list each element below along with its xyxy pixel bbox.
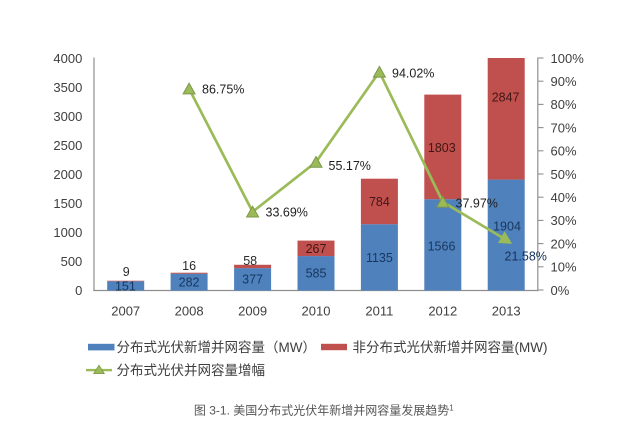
- svg-text:267: 267: [306, 242, 327, 256]
- svg-text:55.17%: 55.17%: [329, 159, 371, 173]
- svg-text:0%: 0%: [551, 283, 570, 298]
- svg-text:784: 784: [369, 195, 390, 209]
- svg-text:20%: 20%: [551, 236, 577, 251]
- svg-text:9: 9: [123, 265, 130, 279]
- svg-text:2000: 2000: [53, 167, 82, 182]
- svg-text:282: 282: [179, 276, 200, 290]
- svg-text:30%: 30%: [551, 213, 577, 228]
- svg-text:94.02%: 94.02%: [392, 66, 434, 80]
- svg-text:3000: 3000: [53, 109, 82, 124]
- svg-text:1566: 1566: [428, 239, 456, 253]
- svg-text:2500: 2500: [53, 138, 82, 153]
- svg-text:分布式光伏新增并网容量（MW）: 分布式光伏新增并网容量（MW）: [117, 339, 317, 355]
- svg-text:151: 151: [115, 280, 136, 294]
- svg-text:非分布式光伏新增并网容量(MW): 非分布式光伏新增并网容量(MW): [353, 339, 548, 355]
- svg-text:2013: 2013: [492, 304, 521, 319]
- svg-text:500: 500: [61, 254, 83, 269]
- svg-text:3500: 3500: [53, 80, 82, 95]
- svg-text:0: 0: [75, 283, 82, 298]
- svg-text:1000: 1000: [53, 225, 82, 240]
- svg-text:1904: 1904: [493, 220, 521, 234]
- svg-text:40%: 40%: [551, 190, 577, 205]
- svg-text:2011: 2011: [365, 304, 393, 319]
- svg-text:2847: 2847: [492, 90, 520, 104]
- svg-text:58: 58: [243, 254, 257, 268]
- svg-text:4000: 4000: [53, 51, 82, 66]
- svg-text:2008: 2008: [175, 304, 204, 319]
- svg-text:1500: 1500: [53, 196, 82, 211]
- svg-text:16: 16: [182, 259, 196, 273]
- svg-text:图 3-1. 美国分布式光伏年新增并网容量发展趋势1: 图 3-1. 美国分布式光伏年新增并网容量发展趋势1: [194, 403, 454, 418]
- svg-text:2007: 2007: [111, 304, 140, 319]
- svg-text:2012: 2012: [428, 304, 457, 319]
- svg-text:21.58%: 21.58%: [505, 249, 547, 263]
- svg-text:50%: 50%: [551, 167, 577, 182]
- svg-text:分布式光伏并网容量增幅: 分布式光伏并网容量增幅: [117, 362, 266, 378]
- svg-text:10%: 10%: [551, 260, 577, 275]
- svg-text:377: 377: [242, 273, 263, 287]
- svg-text:585: 585: [306, 267, 327, 281]
- svg-text:1135: 1135: [366, 251, 393, 265]
- svg-text:80%: 80%: [551, 97, 577, 112]
- svg-text:1803: 1803: [428, 141, 456, 155]
- svg-text:70%: 70%: [551, 120, 577, 135]
- svg-text:100%: 100%: [551, 51, 585, 66]
- svg-text:86.75%: 86.75%: [202, 83, 244, 97]
- svg-text:33.69%: 33.69%: [266, 206, 308, 220]
- svg-text:2010: 2010: [302, 304, 331, 319]
- svg-text:37.97%: 37.97%: [456, 197, 498, 211]
- svg-text:2009: 2009: [238, 304, 267, 319]
- svg-text:60%: 60%: [551, 144, 577, 159]
- svg-text:90%: 90%: [551, 74, 577, 89]
